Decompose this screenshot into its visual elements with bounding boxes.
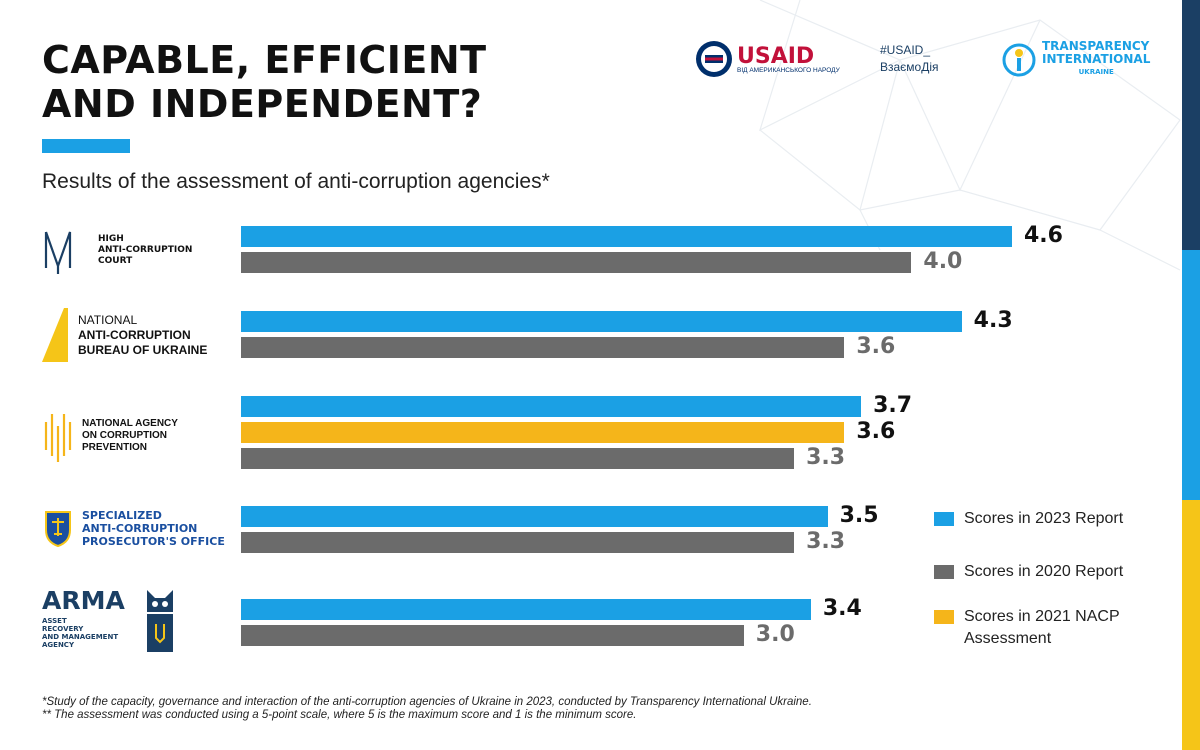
bar-2020-nabu (241, 337, 845, 358)
ti-line-3: UKRAINE (1078, 68, 1114, 76)
title-line-2: AND INDEPENDENT? (42, 82, 483, 126)
legend-item-2021: Scores in 2021 NACP Assessment (934, 606, 1174, 650)
bar-2023-nacp (241, 396, 862, 417)
sapo-label-1: SPECIALIZED (82, 508, 162, 522)
bar-2023-nabu (241, 311, 962, 332)
bar-2020-arma (241, 625, 744, 646)
legend-swatch-2020 (934, 565, 954, 579)
arma-wordmark: ARMA (42, 586, 125, 615)
value-2023-hacc: 4.6 (1023, 223, 1063, 248)
usaid-wordmark: USAID (737, 44, 815, 69)
value-2023-nacp: 3.7 (873, 393, 913, 418)
nabu-label-1: NATIONAL (78, 312, 138, 327)
hacc-label-2: ANTI-CORRUPTION (98, 244, 193, 255)
hacc-label-3: COURT (98, 255, 133, 266)
value-2020-nabu: 3.6 (856, 334, 896, 359)
value-2023-arma: 3.4 (822, 596, 862, 621)
value-2023-sapo: 3.5 (839, 503, 879, 528)
sapo-label-2: ANTI-CORRUPTION (82, 521, 198, 535)
legend-label-2023: Scores in 2023 Report (964, 510, 1124, 527)
stripe-yellow (1182, 500, 1200, 750)
usaid-seal-icon (696, 41, 732, 77)
partner-logos: USAID ВІД АМЕРИКАНСЬКОГО НАРОДУ #USAID_ … (690, 38, 1170, 88)
bar-2023-hacc (241, 226, 1012, 247)
legend-swatch-2023 (934, 512, 954, 526)
bar-2020-hacc (241, 252, 912, 273)
hacc-emblem-icon (44, 231, 72, 274)
side-color-stripe (1182, 0, 1200, 750)
nacp-label-3: PREVENTION (82, 442, 148, 453)
agency-hacc: HIGH ANTI-CORRUPTION COURT (42, 226, 192, 274)
value-2021-nacp: 3.6 (856, 419, 896, 444)
value-2020-nacp: 3.3 (806, 445, 846, 470)
hashtag-line-1: #USAID_ (880, 43, 931, 57)
arma-label-4: AGENCY (42, 641, 75, 649)
nacp-emblem-icon (44, 414, 72, 462)
sapo-shield-icon (45, 511, 71, 548)
sapo-label-3: PROSECUTOR'S OFFICE (82, 534, 225, 548)
ti-globe-icon (1002, 43, 1036, 76)
footnote-1: *Study of the capacity, governance and i… (42, 696, 812, 708)
legend-swatch-2021 (934, 610, 954, 624)
bar-2020-sapo (241, 532, 795, 553)
value-2020-sapo: 3.3 (806, 529, 846, 554)
chart-subtitle: Results of the assessment of anti-corrup… (42, 170, 550, 193)
nabu-label-2: ANTI-CORRUPTION (78, 327, 191, 342)
arma-owl-icon (146, 590, 173, 652)
chart-legend: Scores in 2023 Report Scores in 2020 Rep… (934, 508, 1174, 650)
title-accent-bar (42, 139, 130, 153)
arma-label-3: AND MANAGEMENT (42, 633, 119, 641)
nabu-emblem-icon (42, 308, 68, 362)
agency-nabu: NATIONAL ANTI-CORRUPTION BUREAU OF UKRAI… (42, 308, 207, 362)
usaid-tagline: ВІД АМЕРИКАНСЬКОГО НАРОДУ (737, 67, 840, 74)
footnotes: *Study of the capacity, governance and i… (42, 696, 812, 722)
legend-label-2020: Scores in 2020 Report (964, 563, 1124, 580)
usaid-logo: USAID ВІД АМЕРИКАНСЬКОГО НАРОДУ (695, 40, 840, 78)
value-2020-hacc: 4.0 (923, 249, 963, 274)
bar-2023-arma (241, 599, 811, 620)
transparency-international-logo: TRANSPARENCY INTERNATIONAL UKRAINE (1002, 40, 1150, 79)
agency-arma: ARMA ASSET RECOVERY AND MANAGEMENT AGENC… (42, 588, 175, 654)
legend-item-2020: Scores in 2020 Report (934, 561, 1174, 583)
arma-label-1: ASSET (42, 617, 67, 625)
ti-line-2: INTERNATIONAL (1042, 52, 1151, 66)
ti-line-1: TRANSPARENCY (1042, 39, 1150, 53)
stripe-navy (1182, 0, 1200, 250)
legend-label-2021: Scores in 2021 NACP Assessment (964, 608, 1120, 647)
nacp-label-1: NATIONAL AGENCY (82, 418, 178, 429)
stripe-blue (1182, 250, 1200, 500)
value-2023-nabu: 4.3 (973, 308, 1013, 333)
page-title: CAPABLE, EFFICIENT AND INDEPENDENT? (42, 38, 562, 126)
agency-nacp: NATIONAL AGENCY ON CORRUPTION PREVENTION (42, 410, 178, 462)
arma-label-2: RECOVERY (42, 625, 84, 633)
value-2020-arma: 3.0 (755, 622, 795, 647)
bar-2021-nacp (241, 422, 845, 443)
nabu-label-3: BUREAU OF UKRAINE (78, 342, 208, 357)
hacc-label-1: HIGH (98, 233, 124, 244)
legend-item-2023: Scores in 2023 Report (934, 508, 1174, 530)
nacp-label-2: ON CORRUPTION (82, 430, 167, 441)
bar-2020-nacp (241, 448, 795, 469)
footnote-2: ** The assessment was conducted using a … (42, 709, 637, 721)
hashtag-line-2: ВзаємоДія (880, 60, 939, 74)
agency-sapo: SPECIALIZED ANTI-CORRUPTION PROSECUTOR'S… (42, 508, 225, 548)
bar-2023-sapo (241, 506, 828, 527)
title-line-1: CAPABLE, EFFICIENT (42, 38, 487, 82)
usaid-hashtag: #USAID_ ВзаємоДія (880, 42, 939, 76)
